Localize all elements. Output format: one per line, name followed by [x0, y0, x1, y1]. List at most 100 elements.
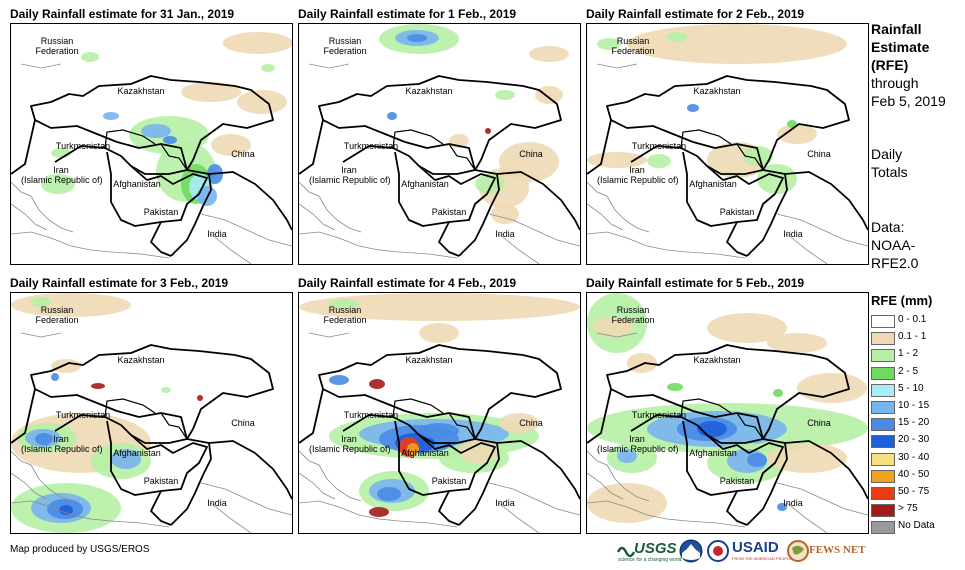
- internal-border: [104, 398, 156, 418]
- country-border: [458, 173, 500, 257]
- map-svg: [11, 293, 292, 533]
- legend-title: RFE (mm): [871, 293, 933, 308]
- rainfall-area: [377, 487, 401, 501]
- rainfall-area: [535, 86, 563, 104]
- secondary-border: [498, 502, 540, 533]
- secondary-border: [596, 332, 638, 338]
- secondary-border: [200, 213, 292, 247]
- map-svg: [587, 24, 868, 264]
- side-daily: Daily: [871, 146, 903, 162]
- side-data-source: Data: NOAA- RFE2.0: [871, 218, 918, 272]
- country-border: [54, 145, 188, 175]
- usgs-logo: USGS science for a changing world: [616, 538, 681, 564]
- legend-label: 40 - 50: [898, 468, 930, 480]
- rainfall-area: [103, 112, 119, 120]
- country-label-russia-line1: Russian: [616, 36, 650, 46]
- rainfall-area: [329, 375, 349, 385]
- legend-label: 0.1 - 1: [898, 331, 927, 343]
- secondary-border: [587, 203, 624, 231]
- internal-border: [680, 129, 732, 149]
- country-border: [322, 119, 476, 171]
- country-label-russia-line1: Russian: [616, 305, 650, 315]
- secondary-border: [587, 450, 650, 502]
- country-border: [106, 420, 162, 496]
- rainfall-area: [369, 507, 389, 517]
- legend-swatch: [871, 383, 895, 397]
- internal-border: [392, 129, 444, 149]
- country-label-pakistan: Pakistan: [143, 476, 179, 486]
- rainfall-area: [51, 359, 81, 373]
- legend-label: 15 - 20: [898, 417, 930, 429]
- country-label-iran-line2: (Islamic Republic of): [597, 175, 679, 185]
- secondary-border: [299, 181, 362, 233]
- country-border: [587, 75, 868, 231]
- country-border: [130, 165, 208, 257]
- usaid-tagline: FROM THE AMERICAN PEOPLE: [732, 556, 792, 561]
- country-border: [746, 173, 788, 257]
- secondary-border: [11, 203, 48, 231]
- rainfall-area: [787, 120, 797, 128]
- side-title-line-1: Rainfall: [871, 21, 922, 37]
- internal-border: [104, 129, 156, 149]
- country-label-iran-line1: Iran: [341, 434, 357, 444]
- country-label-kazakhstan: Kazakhstan: [405, 86, 453, 96]
- rainfall-area: [369, 379, 385, 389]
- internal-border: [392, 398, 444, 418]
- usaid-wordmark: USAID: [732, 539, 779, 556]
- country-border: [106, 151, 162, 227]
- country-border: [299, 75, 580, 231]
- rainfall-area: [111, 449, 141, 469]
- legend-label: 50 - 75: [898, 486, 930, 497]
- secondary-border: [11, 500, 170, 528]
- country-border: [34, 119, 188, 171]
- secondary-border: [308, 332, 350, 338]
- country-label-china: China: [807, 149, 831, 159]
- country-border: [418, 165, 496, 257]
- legend-swatch: [871, 452, 895, 466]
- rainfall-area: [767, 333, 827, 353]
- country-label-kazakhstan: Kazakhstan: [117, 86, 165, 96]
- rainfall-area: [777, 503, 787, 511]
- country-label-india: India: [207, 229, 227, 239]
- country-label-kazakhstan: Kazakhstan: [117, 355, 165, 365]
- rainfall-area: [499, 413, 539, 433]
- secondary-border: [776, 213, 868, 247]
- legend-swatch: [871, 366, 895, 380]
- rainfall-area: [161, 387, 171, 393]
- secondary-border: [299, 203, 336, 231]
- panel-title-3: Daily Rainfall estimate for 2 Feb., 2019: [586, 7, 805, 21]
- country-label-iran-line2: (Islamic Republic of): [21, 444, 103, 454]
- legend-swatch: [871, 521, 895, 535]
- noaa-logo: [678, 538, 704, 564]
- rainfall-area: [777, 124, 817, 144]
- country-label-india: India: [495, 229, 515, 239]
- country-label-turkmenistan: Turkmenistan: [55, 410, 111, 420]
- rainfall-area: [329, 299, 359, 309]
- country-label-india: India: [207, 498, 227, 508]
- rainfall-area: [141, 124, 171, 138]
- credit-text: Map produced by USGS/EROS: [10, 544, 150, 555]
- rainfall-area: [387, 112, 397, 120]
- country-label-russia-line2: Federation: [35, 315, 79, 325]
- panel-title-4: Daily Rainfall estimate for 3 Feb., 2019: [10, 276, 229, 290]
- secondary-border: [488, 482, 580, 516]
- rainfall-area: [747, 453, 767, 467]
- rainfall-area: [41, 174, 75, 194]
- country-label-china: China: [519, 418, 543, 428]
- legend-label: 1 - 2: [898, 348, 919, 360]
- secondary-border: [308, 63, 350, 69]
- legend-swatch: [871, 435, 895, 449]
- country-border: [682, 151, 738, 227]
- legend-label: 2 - 5: [898, 365, 919, 377]
- country-label-iran-line1: Iran: [53, 165, 69, 175]
- legend-label: No Data: [898, 520, 935, 532]
- usaid-logo: USAID FROM THE AMERICAN PEOPLE: [732, 538, 792, 564]
- legend-swatch: [871, 504, 895, 518]
- rainfall-area: [163, 136, 177, 144]
- secondary-border: [210, 502, 252, 533]
- map-svg: [11, 32, 292, 264]
- country-label-kazakhstan: Kazakhstan: [693, 86, 741, 96]
- rainfall-area: [51, 373, 59, 381]
- country-label-russia-line1: Russian: [328, 36, 362, 46]
- rainfall-area: [197, 395, 203, 401]
